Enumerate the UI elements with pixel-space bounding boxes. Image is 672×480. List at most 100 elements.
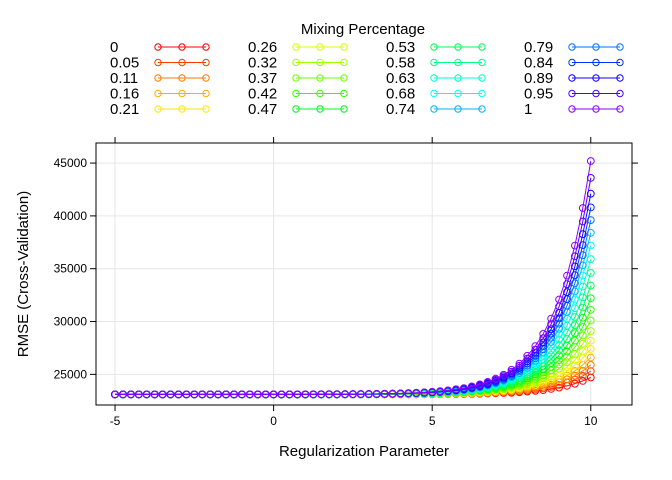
- legend-key-marker: [292, 74, 300, 82]
- legend-item: 0.53: [386, 39, 486, 56]
- legend-item: 0.05: [110, 55, 210, 72]
- data-point: [578, 261, 587, 270]
- data-point: [555, 346, 563, 355]
- data-point: [586, 373, 595, 382]
- legend-key-marker: [616, 105, 624, 113]
- x-tick-label: 0: [270, 414, 277, 428]
- legend-item: 0.89: [524, 70, 624, 87]
- data-point: [571, 313, 579, 321]
- legend-item: 0.79: [524, 39, 624, 56]
- data-point: [555, 360, 563, 369]
- data-point: [158, 390, 167, 399]
- legend-item: 0.58: [386, 55, 486, 72]
- legend-label: 0.42: [248, 86, 277, 103]
- data-point: [571, 375, 579, 384]
- data-point: [206, 390, 215, 399]
- legend-key-marker: [454, 89, 462, 98]
- data-point: [277, 390, 286, 399]
- data-point: [309, 390, 318, 399]
- data-point: [134, 390, 143, 399]
- data-point: [578, 339, 587, 348]
- data-point: [547, 329, 555, 338]
- legend-label: 0.63: [386, 70, 415, 87]
- data-point: [515, 359, 524, 368]
- series-line: [115, 160, 592, 395]
- data-point: [293, 390, 302, 399]
- data-point: [190, 390, 199, 399]
- legend: 00.050.110.160.21 0.260.320.370.420.47 0.5…: [110, 39, 624, 118]
- data-point: [531, 342, 540, 351]
- data-point: [555, 356, 563, 365]
- legend-key-marker: [430, 58, 438, 67]
- legend-key-marker: [340, 105, 348, 113]
- data-point: [547, 375, 555, 384]
- data-point: [571, 371, 579, 380]
- legend-label: 0.58: [386, 55, 415, 72]
- legend-key-marker: [568, 105, 576, 113]
- data-point: [166, 390, 175, 399]
- data-point: [586, 269, 595, 277]
- legend-key-marker: [316, 58, 324, 67]
- data-point: [563, 363, 571, 371]
- data-point: [388, 389, 397, 398]
- data-point: [539, 330, 548, 338]
- legend-label: 0.74: [386, 101, 415, 118]
- data-point: [467, 382, 476, 391]
- data-point: [349, 390, 357, 399]
- y-tick-label: 40000: [54, 209, 88, 223]
- data-point: [475, 380, 484, 389]
- data-point: [555, 364, 563, 373]
- data-point: [420, 388, 429, 397]
- x-tick-label: -5: [110, 414, 121, 428]
- data-point: [578, 347, 587, 356]
- data-point: [285, 390, 294, 399]
- data-point: [238, 390, 246, 399]
- legend-key-marker: [154, 89, 162, 98]
- data-point: [563, 367, 571, 376]
- data-point: [372, 390, 381, 398]
- legend-key-marker: [178, 74, 186, 82]
- legend-key-marker: [568, 74, 576, 82]
- legend-label: 0.11: [110, 70, 138, 87]
- data-point: [150, 390, 159, 399]
- legend-label: 0.89: [524, 70, 553, 87]
- y-axis-label: RMSE (Cross-Validation): [15, 191, 32, 357]
- data-point: [333, 390, 341, 399]
- data-point: [531, 373, 540, 381]
- legend-key-marker: [202, 105, 210, 113]
- data-point: [578, 293, 587, 302]
- legend-key-marker: [202, 43, 210, 51]
- legend-item: 0.68: [386, 86, 486, 103]
- legend-label: 1: [524, 101, 532, 118]
- data-point: [198, 390, 207, 399]
- legend-key-marker: [616, 43, 624, 51]
- data-point: [586, 316, 595, 325]
- data-point: [245, 390, 254, 399]
- y-tick-label: 45000: [54, 156, 88, 170]
- data-point: [452, 385, 460, 394]
- data-point: [547, 314, 555, 323]
- x-axis-label: Regularization Parameter: [279, 443, 449, 460]
- data-point: [586, 361, 595, 369]
- legend-key-marker: [478, 89, 486, 98]
- legend-key-marker: [154, 43, 162, 51]
- legend-key-marker: [178, 58, 186, 67]
- data-point: [586, 345, 595, 353]
- legend-key-marker: [178, 89, 186, 98]
- data-point: [571, 379, 579, 388]
- data-point: [539, 382, 548, 391]
- data-point: [555, 295, 563, 304]
- data-point: [539, 374, 548, 382]
- legend-key-marker: [592, 43, 600, 51]
- legend-key-marker: [202, 89, 210, 98]
- data-point: [317, 390, 326, 399]
- legend-key-marker: [616, 74, 624, 82]
- legend-item: 0.32: [248, 55, 348, 72]
- y-tick-label: 25000: [54, 367, 88, 381]
- x-tick-label: 10: [584, 414, 598, 428]
- data-point: [563, 371, 571, 380]
- data-point: [428, 387, 437, 396]
- data-point: [586, 203, 595, 212]
- legend-key-marker: [592, 58, 600, 67]
- data-point: [571, 262, 579, 271]
